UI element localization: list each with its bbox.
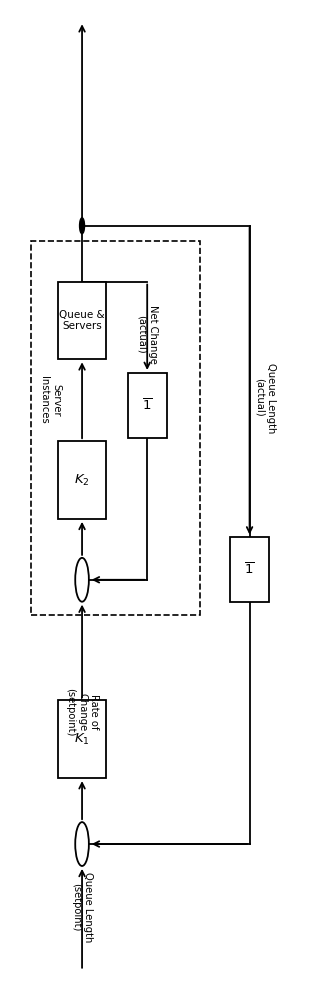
- Text: Queue Length
(setpoint): Queue Length (setpoint): [71, 872, 93, 943]
- Bar: [31, 241, 200, 615]
- Text: $K_2$: $K_2$: [74, 473, 90, 488]
- Text: Rate of
Change
(setpoint): Rate of Change (setpoint): [65, 688, 99, 736]
- Text: $\overline{1}$: $\overline{1}$: [244, 562, 255, 577]
- Text: Queue Length
(actual): Queue Length (actual): [254, 363, 276, 433]
- Circle shape: [75, 558, 89, 602]
- Text: $\overline{1}$: $\overline{1}$: [142, 398, 152, 413]
- Bar: [58, 441, 106, 519]
- Bar: [58, 700, 106, 778]
- Bar: [128, 373, 167, 438]
- Circle shape: [75, 822, 89, 866]
- Text: Net Change
(actual): Net Change (actual): [136, 305, 158, 364]
- Text: Server
Instances: Server Instances: [39, 376, 61, 424]
- Circle shape: [80, 218, 85, 234]
- Bar: [58, 282, 106, 359]
- Text: Queue &
Servers: Queue & Servers: [59, 310, 105, 331]
- Bar: [230, 537, 269, 602]
- Text: $K_1$: $K_1$: [74, 732, 90, 747]
